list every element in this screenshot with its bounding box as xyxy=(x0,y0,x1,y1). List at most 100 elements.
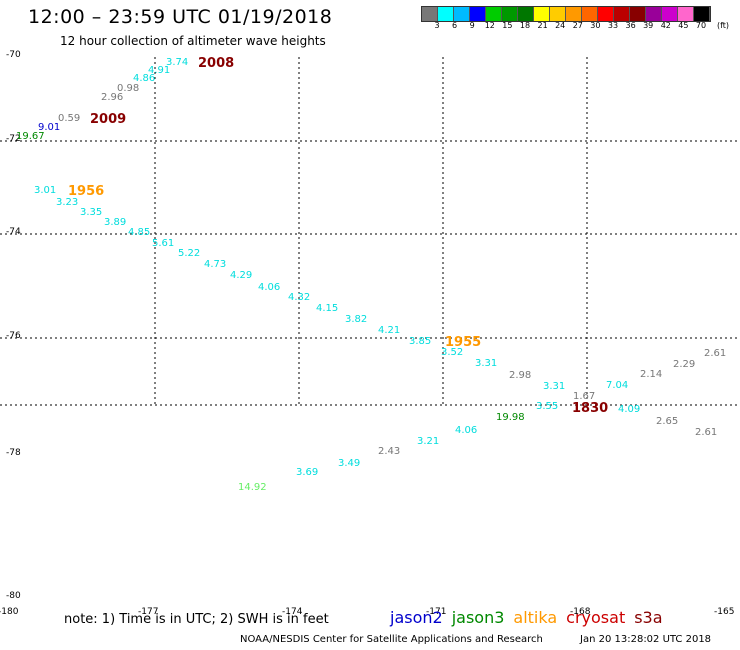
wave-height-label: 3.89 xyxy=(104,217,126,228)
legend-label: 36 xyxy=(625,21,636,30)
legend-swatch xyxy=(582,7,598,21)
latitude-label: -78 xyxy=(6,448,21,458)
wave-height-label: 0.59 xyxy=(58,113,80,124)
legend-label: 24 xyxy=(555,21,566,30)
legend-swatch xyxy=(454,7,470,21)
wave-height-label: 1.67 xyxy=(573,391,595,402)
wave-height-label: 3.52 xyxy=(441,347,463,358)
wave-height-label: 3.31 xyxy=(475,358,497,369)
wave-height-label: 2.65 xyxy=(656,416,678,427)
wave-height-label: 7.04 xyxy=(606,380,628,391)
wave-height-label: 3.82 xyxy=(345,314,367,325)
legend-swatch xyxy=(438,7,454,21)
legend-label: 30 xyxy=(590,21,601,30)
wave-height-label: 3.69 xyxy=(296,467,318,478)
legend-swatch xyxy=(550,7,566,21)
wave-height-label: 4.91 xyxy=(148,65,170,76)
wave-height-label: 3.23 xyxy=(56,197,78,208)
legend-label: 12 xyxy=(484,21,495,30)
wave-height-label: 4.06 xyxy=(455,425,477,436)
latitude-label: -80 xyxy=(6,591,21,601)
legend-swatch xyxy=(470,7,486,21)
wave-height-label: 4.85 xyxy=(128,227,150,238)
time-label: 2008 xyxy=(198,56,234,71)
time-label: 1956 xyxy=(68,184,104,199)
wave-height-label: 2.29 xyxy=(673,359,695,370)
wave-height-label: 14.92 xyxy=(238,482,267,493)
wave-height-label: 4.32 xyxy=(288,292,310,303)
generated-timestamp: Jan 20 13:28:02 UTC 2018 xyxy=(580,634,712,645)
legend-swatch xyxy=(614,7,630,21)
wave-height-label: 2.98 xyxy=(509,370,531,381)
longitude-label: -165 xyxy=(714,607,735,617)
wave-height-label: 19.98 xyxy=(496,412,525,423)
page-subtitle: 12 hour collection of altimeter wave hei… xyxy=(60,34,326,48)
satellite-jason3: jason3 xyxy=(451,608,505,627)
time-label: 1955 xyxy=(445,335,481,350)
credit-text: NOAA/NESDIS Center for Satellite Applica… xyxy=(240,634,543,645)
wave-height-label: 4.06 xyxy=(258,282,280,293)
longitude-label: -168 xyxy=(570,607,591,617)
wave-height-label: 3.35 xyxy=(80,207,102,218)
legend-swatch xyxy=(678,7,694,21)
legend-swatch xyxy=(662,7,678,21)
legend-label: 18 xyxy=(519,21,531,30)
longitude-label: -171 xyxy=(426,607,447,617)
legend-swatch xyxy=(502,7,518,21)
page-title: 12:00 – 23:59 UTC 01/19/2018 xyxy=(28,6,333,28)
satellite-altika: altika xyxy=(513,608,558,627)
wave-height-label: 3.31 xyxy=(543,381,565,392)
wave-height-label: 2.14 xyxy=(640,369,662,380)
wave-height-label: 3.01 xyxy=(34,185,56,196)
satellite-cryosat: cryosat xyxy=(566,608,626,627)
wave-height-label: 3.21 xyxy=(417,436,439,447)
legend-label: 9 xyxy=(469,21,475,30)
legend-swatch xyxy=(422,7,438,21)
wave-height-label: 3.49 xyxy=(338,458,360,469)
legend-label: 39 xyxy=(643,21,654,30)
legend-swatch xyxy=(566,7,582,21)
longitude-label: -180 xyxy=(0,607,19,617)
wave-height-label: 4.86 xyxy=(133,73,155,84)
longitude-label: -174 xyxy=(282,607,303,617)
latitude-label: -70 xyxy=(6,50,21,60)
legend-swatch xyxy=(630,7,646,21)
wave-height-label: 4.21 xyxy=(378,325,400,336)
legend-swatch xyxy=(694,7,710,21)
wave-height-label: 19.67 xyxy=(16,131,45,142)
satellite-legend: jason2 jason3 altika cryosat s3a xyxy=(390,608,672,627)
latitude-label: -74 xyxy=(6,227,21,237)
wave-height-label: 2.96 xyxy=(101,92,123,103)
wave-height-label: 2.61 xyxy=(704,348,726,359)
legend-label: 27 xyxy=(572,21,583,30)
wave-height-label: 0.98 xyxy=(117,83,139,94)
legend-swatch xyxy=(518,7,534,21)
color-scale-legend xyxy=(421,6,711,22)
legend-unit: (ft) xyxy=(717,21,730,30)
wave-height-label: 4.09 xyxy=(618,404,640,415)
wave-height-label: 3.74 xyxy=(166,57,188,68)
legend-label: 45 xyxy=(678,21,689,30)
legend-label: 70 xyxy=(695,21,707,30)
legend-label: 21 xyxy=(537,21,548,30)
legend-label: 3 xyxy=(434,21,440,30)
time-label: 2009 xyxy=(90,112,126,127)
wave-height-label: 5.22 xyxy=(178,248,200,259)
wave-height-label: 4.29 xyxy=(230,270,252,281)
wave-height-label: 9.01 xyxy=(38,122,60,133)
longitude-label: -177 xyxy=(138,607,159,617)
satellite-s3a: s3a xyxy=(634,608,663,627)
legend-label: 42 xyxy=(660,21,671,30)
satellite-jason2: jason2 xyxy=(390,608,443,627)
legend-swatch xyxy=(486,7,502,21)
wave-height-label: 4.15 xyxy=(316,303,338,314)
wave-height-label: 4.73 xyxy=(204,259,226,270)
wave-height-label: 3.85 xyxy=(409,336,431,347)
wave-height-label: 3.55 xyxy=(536,401,558,412)
legend-swatch xyxy=(598,7,614,21)
latitude-label: -72 xyxy=(6,134,21,144)
legend-label: 33 xyxy=(607,21,619,30)
wave-height-label: 2.61 xyxy=(695,427,717,438)
time-label: 1830 xyxy=(572,401,608,416)
footer-note: note: 1) Time is in UTC; 2) SWH is in fe… xyxy=(64,612,329,627)
